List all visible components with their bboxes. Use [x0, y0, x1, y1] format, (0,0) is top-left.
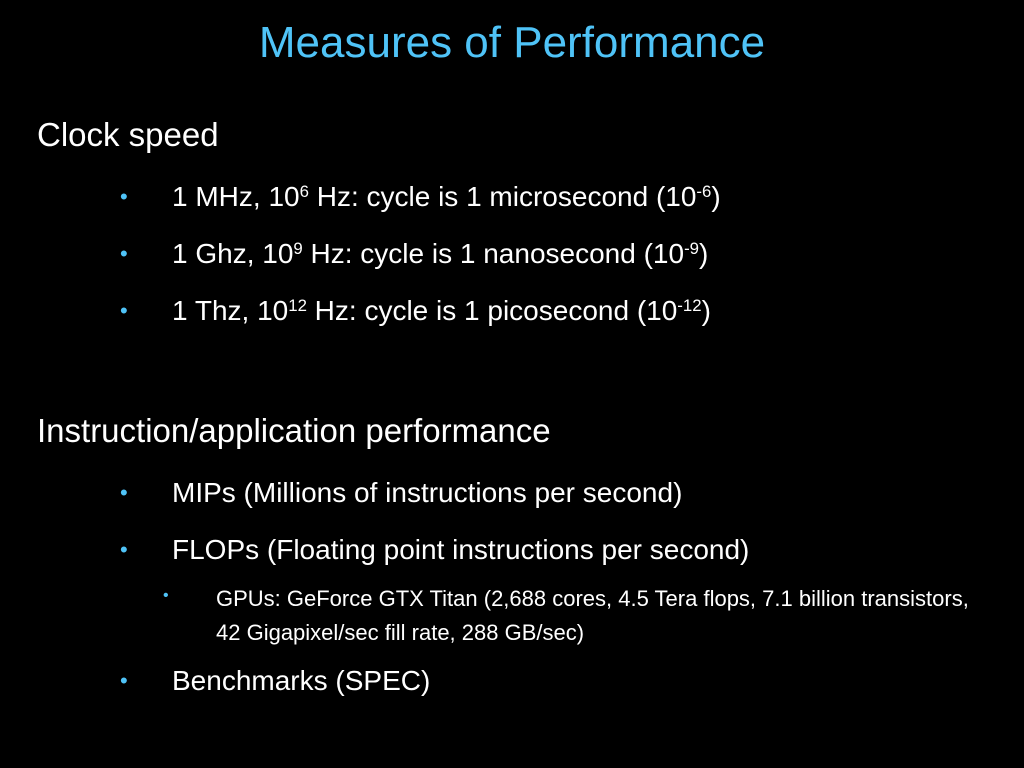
- bullet-icon: •: [120, 184, 128, 209]
- bullet-icon: •: [120, 480, 128, 505]
- list-item-text: 1 Thz, 1012 Hz: cycle is 1 picosecond (1…: [172, 295, 711, 326]
- list-item-text: 1 MHz, 106 Hz: cycle is 1 microsecond (1…: [172, 181, 721, 212]
- bullet-icon: •: [120, 241, 128, 266]
- bullet-icon: •: [120, 298, 128, 323]
- list-item-text: Benchmarks (SPEC): [172, 665, 431, 696]
- bullet-icon: •: [163, 587, 169, 604]
- list-item-text: 1 Ghz, 109 Hz: cycle is 1 nanosecond (10…: [172, 238, 709, 269]
- list-item-text: FLOPs (Floating point instructions per s…: [172, 534, 750, 565]
- bullet-icon: •: [120, 537, 128, 562]
- section-heading-instruction-performance: Instruction/application performance: [37, 412, 551, 449]
- sub-list-item-text: GPUs: GeForce GTX Titan (2,688 cores, 4.…: [216, 586, 969, 645]
- slide-title: Measures of Performance: [258, 18, 766, 67]
- bullet-icon: •: [120, 668, 128, 693]
- list-item-text: MIPs (Millions of instructions per secon…: [172, 477, 683, 508]
- section-heading-clock-speed: Clock speed: [37, 116, 219, 153]
